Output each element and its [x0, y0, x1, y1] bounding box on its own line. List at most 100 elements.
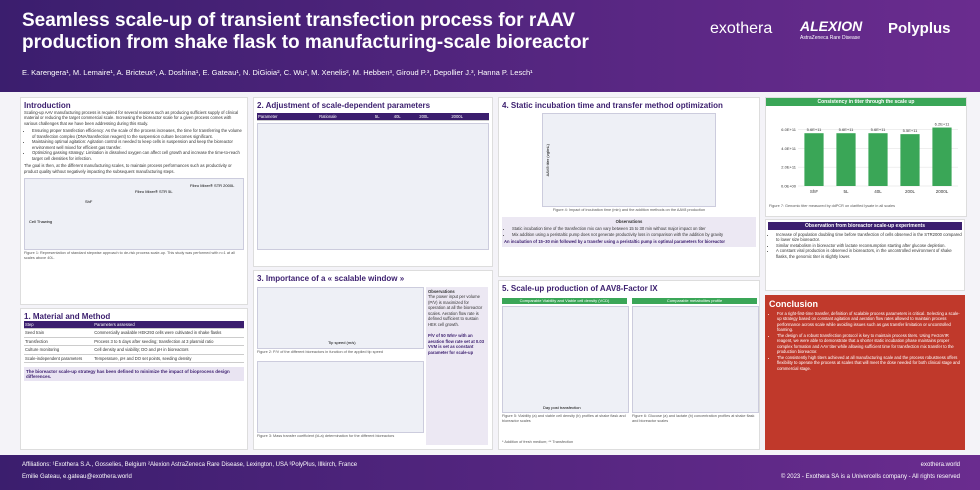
bar — [932, 127, 952, 186]
heading: Introduction — [24, 101, 71, 110]
table: Parameter Rationale 5L 40L 200L 2000L — [257, 113, 489, 122]
copyright: © 2023 - Exothera SA is a Univercells co… — [780, 474, 960, 480]
caption: Figure 3: Mass transfer coefficient (kLa… — [257, 434, 395, 438]
th: Rationale — [318, 113, 374, 122]
label: ShF — [85, 198, 93, 204]
bullet: A constant viral production is observed … — [776, 248, 962, 259]
website: exothera.world — [920, 462, 960, 468]
text: Scaling-up AAV manufacturing process is … — [24, 110, 239, 126]
heading: Observation from bioreactor scale-up exp… — [768, 222, 962, 230]
chart: 0.0E+00 2.0E+11 4.0E+11 6.0E+11 5.6E+11 ShF 5.… — [781, 122, 958, 194]
header: Seamless scale-up of transient transfect… — [0, 0, 980, 92]
x-tick-label: ShF — [810, 189, 819, 194]
bullet: For a right-first-time transfer, definit… — [777, 311, 961, 333]
heading: 3. Importance of a « scalable window » — [257, 274, 405, 283]
cell: Transfection — [24, 337, 94, 347]
cell: Scale-independent parameters — [24, 354, 94, 364]
axis-label: Tip speed (m/s) — [328, 340, 356, 345]
label: Fibro Mixer® STR 5L — [135, 188, 173, 194]
th: Parameters assessed — [93, 321, 244, 330]
x-tick-label: 40L — [874, 189, 882, 194]
window: 3. Importance of a « scalable window » T… — [253, 270, 493, 450]
heading: Consistency in titer through the scale u… — [766, 98, 966, 106]
bar — [804, 133, 824, 186]
footer: Affiliations: ¹Exothera S.A., Gosselies,… — [0, 455, 980, 490]
note: * Addition of fresh medium; ** Transfect… — [502, 440, 574, 444]
label: Cell Thawing — [29, 218, 53, 224]
bar — [900, 134, 920, 186]
cell: Commercially available HEK293 cells were… — [93, 328, 244, 338]
caption: Figure 7: Genomic titer measured by ddPC… — [769, 204, 895, 208]
label: Fibro Mixer® STR 2000L — [190, 182, 235, 188]
figure: Tip speed (m/s) — [257, 287, 424, 349]
th: Step — [24, 321, 94, 330]
text: The power input per volume (P/V) is maxi… — [428, 294, 483, 327]
cell: Process 3 to 5 days after seeding; trans… — [93, 337, 244, 347]
caption: Figure 6: Glucose (a) and lactate (b) co… — [632, 414, 755, 423]
logo: ALEXION — [800, 18, 863, 34]
axis-label: Day post transfection — [543, 405, 581, 410]
bullet: Similar metabolism in bioreactor with la… — [776, 243, 962, 248]
cell: Culture monitoring — [24, 345, 94, 355]
value-label: 5.6E+11 — [807, 127, 822, 132]
text: The goal is then, at the different manuf… — [24, 163, 232, 174]
authors: E. Karengera¹, M. Lemaire¹, A. Bricteux¹… — [22, 68, 533, 77]
logo-sub: AstraZeneca Rare Disease — [800, 35, 861, 41]
affiliations: Affiliations: ¹Exothera S.A., Gosselies,… — [22, 462, 358, 468]
y-tick-label: 4.0E+11 — [781, 146, 796, 151]
panel-title: Comparable Viability and Viable cell den… — [502, 298, 627, 304]
value-label: 5.6E+11 — [871, 127, 886, 132]
cell: Cell density and viability; DO and pH in… — [93, 345, 244, 355]
bullet: Optimizing gassing strategy: Limitation … — [32, 150, 244, 161]
caption: Figure 1: Representation of standard ste… — [24, 250, 235, 260]
logo: Polyplus — [888, 20, 951, 37]
bullet: Mix addition using a peristaltic pump do… — [512, 232, 754, 237]
bullet: The consistently high titers achieved at… — [777, 355, 961, 371]
bar — [868, 133, 888, 186]
static: 4. Static incubation time and transfer m… — [498, 97, 760, 277]
table-body — [257, 123, 489, 251]
table: Step Parameters assessed Seed train Commer… — [24, 321, 244, 364]
observation: Observation from bioreactor scale-up exp… — [765, 219, 965, 291]
heading: Observations — [428, 289, 455, 294]
bullet: Maintaining optimal agitation: Agitation… — [32, 139, 244, 150]
th: 5L — [373, 113, 393, 122]
axis-label: AAV8 titer (vg/mL) — [545, 144, 550, 177]
bar — [836, 133, 856, 186]
y-tick-label: 0.0E+00 — [781, 184, 797, 189]
figure: Cell Thawing ShF Fibro Mixer® STR 5L Fib… — [24, 177, 244, 250]
value-label: 5.5E+11 — [903, 128, 918, 133]
bullet: The design of a robust transfection prot… — [777, 333, 961, 355]
heading: Observations — [615, 218, 643, 224]
intro: Introduction Scaling-up AAV manufacturin… — [20, 97, 248, 305]
material: 1. Material and Method Step Parameters as… — [20, 308, 248, 450]
heading: 4. Static incubation time and transfer m… — [502, 101, 723, 110]
heading: 1. Material and Method — [24, 312, 111, 321]
value-label: 5.6E+11 — [839, 127, 854, 132]
th: Parameter — [257, 113, 319, 122]
heading: 5. Scale-up production of AAV8-Factor IX — [502, 284, 658, 293]
scaleup: 5. Scale-up production of AAV8-Factor IX… — [498, 280, 760, 450]
cell: Seed train — [24, 328, 94, 338]
x-tick-label: 2000L — [936, 189, 949, 194]
caption: Figure 4: Impact of incubation time (min… — [552, 208, 706, 212]
value-label: 6.2E+11 — [935, 122, 950, 127]
th: 40L — [392, 113, 419, 122]
logo: exothera — [710, 20, 773, 37]
note: The bioreactor scale-up strategy has bee… — [24, 367, 244, 382]
bullet: Static incubation time of the transfecti… — [512, 226, 754, 231]
contact: Emilie Gateau, e.gateau@exothera.world — [22, 474, 132, 480]
heading: 2. Adjustment of scale-dependent paramet… — [257, 101, 431, 110]
bullet: Ensuring proper transfection efficiency:… — [32, 128, 244, 139]
conclusion: An incubation of 15–30 min followed by a… — [504, 239, 726, 245]
heading: Conclusion — [769, 299, 818, 309]
caption: Figure 5: Viability (a) and viable cell … — [502, 414, 626, 423]
cell: Temperature, pH and DO set points, seedi… — [93, 354, 244, 364]
title: Seamless scale-up of transient transfect… — [22, 10, 589, 53]
panel-title: Comparable metabolites profile — [632, 298, 757, 304]
th: 200L — [418, 113, 451, 122]
figure — [632, 306, 759, 413]
figure: Day post transfection — [502, 306, 629, 413]
th: 2000L — [450, 113, 489, 122]
